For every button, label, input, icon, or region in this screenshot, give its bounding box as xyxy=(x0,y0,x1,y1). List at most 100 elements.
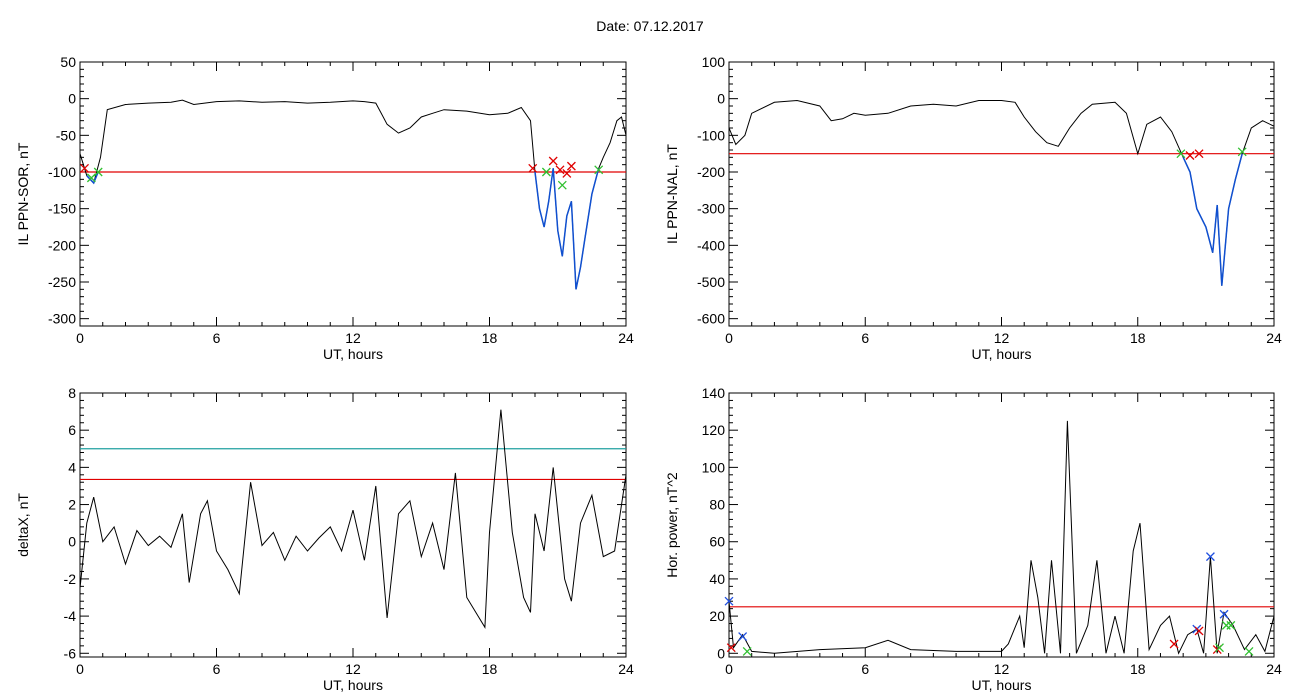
series-line xyxy=(80,409,626,629)
marker-point xyxy=(548,156,558,166)
x-axis-label: UT, hours xyxy=(972,346,1032,362)
y-tick-label: 20 xyxy=(709,608,725,624)
marker-point xyxy=(541,167,551,177)
date-value: 07.12.2017 xyxy=(633,18,704,34)
y-tick-label: -4 xyxy=(64,608,77,624)
y-tick-label: 0 xyxy=(68,91,76,107)
marker-point xyxy=(1219,609,1229,619)
y-tick-label: -500 xyxy=(697,274,725,290)
x-tick-label: 0 xyxy=(76,661,84,677)
y-tick-label: 0 xyxy=(68,534,76,550)
plot-frame xyxy=(728,61,1275,327)
x-tick-label: 6 xyxy=(213,661,221,677)
series-line xyxy=(729,420,1274,655)
y-axis-label: Hor. power, nT^2 xyxy=(664,472,680,578)
series-highlight xyxy=(1182,153,1243,286)
series-highlight xyxy=(86,171,99,185)
y-tick-label: 6 xyxy=(68,422,76,438)
x-tick-label: 12 xyxy=(994,661,1010,677)
y-tick-label: 2 xyxy=(68,497,76,513)
y-tick-label: -400 xyxy=(697,237,725,253)
x-axis-label: UT, hours xyxy=(323,346,383,362)
date-header: Date: 07.12.2017 xyxy=(0,18,1300,34)
series-line xyxy=(80,99,626,290)
marker-point xyxy=(93,167,103,177)
x-tick-label: 18 xyxy=(482,661,498,677)
x-tick-label: 0 xyxy=(76,330,84,346)
plot-frame xyxy=(79,61,627,327)
marker-point xyxy=(557,180,567,190)
y-tick-label: -2 xyxy=(64,571,77,587)
marker-point xyxy=(1244,646,1254,656)
y-tick-label: 140 xyxy=(702,385,726,401)
chart-power: 0 6 12 18 24 140 120 100 80 60 40 20 0 UT, hours Hor. … xyxy=(664,385,1282,693)
marker-point xyxy=(724,596,734,606)
x-tick-label: 12 xyxy=(994,330,1010,346)
x-tick-label: 12 xyxy=(345,330,361,346)
x-tick-label: 6 xyxy=(861,330,869,346)
y-tick-label: -6 xyxy=(64,645,77,661)
y-tick-label: 120 xyxy=(702,422,726,438)
marker-point xyxy=(1237,147,1247,157)
marker-point xyxy=(86,173,96,183)
marker-point xyxy=(738,632,748,642)
x-tick-label: 12 xyxy=(345,661,361,677)
y-axis-label: IL PPN-SOR, nT xyxy=(15,142,31,245)
y-axis-label: IL PPN-NAL, nT xyxy=(664,144,680,244)
x-tick-label: 24 xyxy=(1266,330,1282,346)
plot-frame xyxy=(728,392,1275,658)
x-tick-label: 18 xyxy=(1130,330,1146,346)
y-axis-label: deltaX, nT xyxy=(15,493,31,557)
y-tick-label: 0 xyxy=(717,91,725,107)
marker-point xyxy=(555,165,565,175)
y-tick-label: -300 xyxy=(48,311,76,327)
y-tick-label: -50 xyxy=(56,127,76,143)
y-tick-label: -250 xyxy=(48,274,76,290)
marker-point xyxy=(566,161,576,171)
marker-point xyxy=(562,169,572,178)
marker-point xyxy=(80,163,90,173)
y-tick-label: 100 xyxy=(702,459,726,475)
marker-point xyxy=(1205,552,1215,562)
y-tick-label: 40 xyxy=(709,571,725,587)
marker-point xyxy=(1176,149,1186,159)
series-line xyxy=(729,99,1274,286)
chart-deltax: 0 6 12 18 24 8 6 4 2 0 -2 -4 -6 UT, hours deltaX, nT xyxy=(15,385,634,693)
marker-point xyxy=(594,165,604,175)
x-tick-label: 24 xyxy=(618,330,634,346)
y-tick-label: -200 xyxy=(697,164,725,180)
x-tick-label: 24 xyxy=(618,661,634,677)
plot-frame xyxy=(79,392,627,658)
y-tick-label: 80 xyxy=(709,497,725,513)
y-tick-label: -100 xyxy=(697,127,725,143)
y-tick-label: 0 xyxy=(717,645,725,661)
y-tick-label: -100 xyxy=(48,164,76,180)
y-tick-label: 8 xyxy=(68,385,76,401)
x-tick-label: 18 xyxy=(1130,661,1146,677)
x-tick-label: 6 xyxy=(861,661,869,677)
series-highlight xyxy=(534,168,600,290)
marker-point xyxy=(528,163,538,173)
x-axis-label: UT, hours xyxy=(972,677,1032,693)
x-tick-label: 0 xyxy=(725,661,733,677)
y-tick-label: -300 xyxy=(697,201,725,217)
marker-point xyxy=(1215,643,1224,653)
chart-nal: 0 6 12 18 24 100 0 -100 -200 -300 -400 -500 -600 UT, … xyxy=(664,54,1282,362)
y-tick-label: 50 xyxy=(60,54,76,70)
y-tick-label: -600 xyxy=(697,311,725,327)
date-label: Date: xyxy=(596,18,630,34)
marker-point xyxy=(1221,620,1231,630)
x-tick-label: 18 xyxy=(482,330,498,346)
marker-point xyxy=(726,643,736,653)
x-tick-label: 24 xyxy=(1266,661,1282,677)
x-tick-label: 0 xyxy=(725,330,733,346)
marker-point xyxy=(1169,639,1179,649)
y-tick-label: 4 xyxy=(68,459,76,475)
x-tick-label: 6 xyxy=(213,330,221,346)
y-tick-label: 100 xyxy=(702,54,726,70)
y-tick-label: -150 xyxy=(48,201,76,217)
chart-sor: 0 6 12 18 24 50 0 -50 -100 -150 -200 -250 -300 UT, ho… xyxy=(15,54,634,362)
marker-point xyxy=(1194,626,1204,636)
x-axis-label: UT, hours xyxy=(323,677,383,693)
